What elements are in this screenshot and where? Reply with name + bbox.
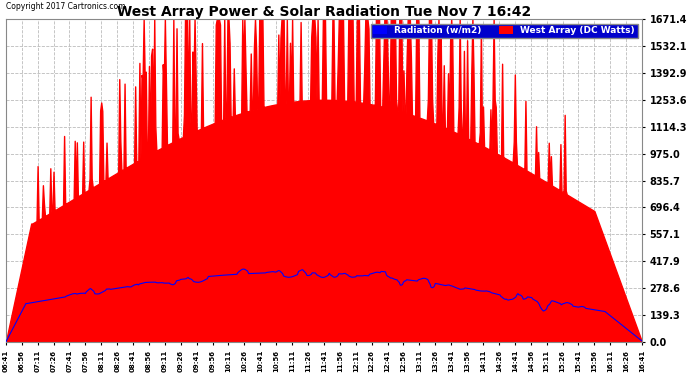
Title: West Array Power & Solar Radiation Tue Nov 7 16:42: West Array Power & Solar Radiation Tue N… [117, 5, 531, 19]
Text: Copyright 2017 Cartronics.com: Copyright 2017 Cartronics.com [6, 2, 126, 11]
Legend: Radiation (w/m2), West Array (DC Watts): Radiation (w/m2), West Array (DC Watts) [371, 24, 638, 38]
